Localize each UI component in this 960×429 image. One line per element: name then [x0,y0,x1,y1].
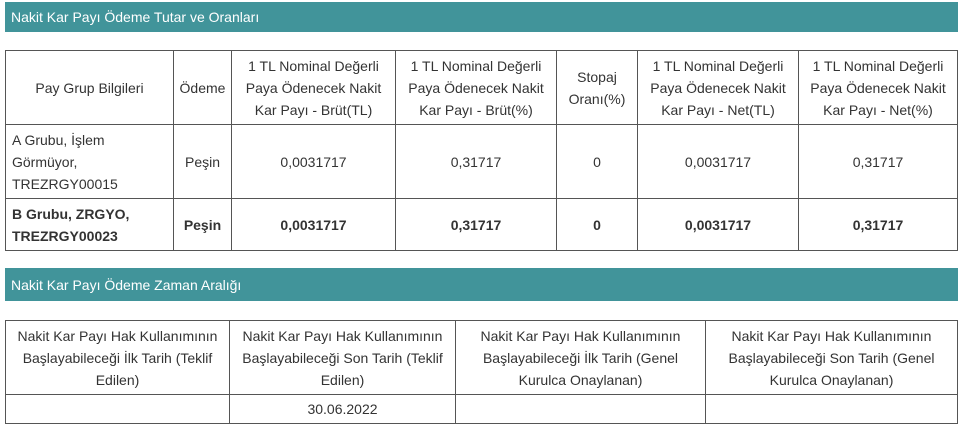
column-header: Ödeme [173,50,232,125]
table-cell: A Grubu, İşlem Görmüyor, TREZRGY00015 [5,124,174,199]
section-header-time-range: Nakit Kar Payı Ödeme Zaman Aralığı [5,268,958,301]
table-cell: Peşin [173,124,232,199]
table-cell: B Grubu, ZRGYO, TREZRGY00023 [5,198,174,251]
time-range-table: Nakit Kar Payı Hak Kullanımının Başlayab… [5,320,958,424]
amounts-table: Pay Grup Bilgileri Ödeme 1 TL Nominal De… [5,50,958,251]
column-header: Nakit Kar Payı Hak Kullanımının Başlayab… [5,320,230,395]
table-cell: Peşin [173,198,232,251]
table-cell: 0,0031717 [231,124,396,199]
table-cell: 0,0031717 [637,198,799,251]
column-header: 1 TL Nominal Değerli Paya Ödenecek Nakit… [798,50,958,125]
table-cell: 0,31717 [395,198,557,251]
table-cell: 30.06.2022 [229,394,456,424]
column-header: 1 TL Nominal Değerli Paya Ödenecek Nakit… [637,50,799,125]
table-cell [5,394,230,424]
table-cell: 0,31717 [395,124,557,199]
column-header: 1 TL Nominal Değerli Paya Ödenecek Nakit… [231,50,396,125]
table-cell [455,394,706,424]
table-row: 30.06.2022 [5,394,958,424]
table-cell: 0,31717 [798,198,958,251]
column-header: 1 TL Nominal Değerli Paya Ödenecek Nakit… [395,50,557,125]
table-cell: 0,0031717 [231,198,396,251]
table-row: B Grubu, ZRGYO, TREZRGY00023 Peşin 0,003… [5,198,958,251]
section-header-amounts: Nakit Kar Payı Ödeme Tutar ve Oranları [5,2,958,32]
table-header-row: Pay Grup Bilgileri Ödeme 1 TL Nominal De… [5,50,958,125]
table-row: A Grubu, İşlem Görmüyor, TREZRGY00015 Pe… [5,124,958,199]
column-header: Pay Grup Bilgileri [5,50,174,125]
table-cell [705,394,958,424]
column-header: Nakit Kar Payı Hak Kullanımının Başlayab… [455,320,706,395]
table-cell: 0,0031717 [637,124,799,199]
table-cell: 0 [556,198,638,251]
table-cell: 0 [556,124,638,199]
column-header: Nakit Kar Payı Hak Kullanımının Başlayab… [229,320,456,395]
table-cell: 0,31717 [798,124,958,199]
column-header: Stopaj Oranı(%) [556,50,638,125]
table-header-row: Nakit Kar Payı Hak Kullanımının Başlayab… [5,320,958,395]
column-header: Nakit Kar Payı Hak Kullanımının Başlayab… [705,320,958,395]
